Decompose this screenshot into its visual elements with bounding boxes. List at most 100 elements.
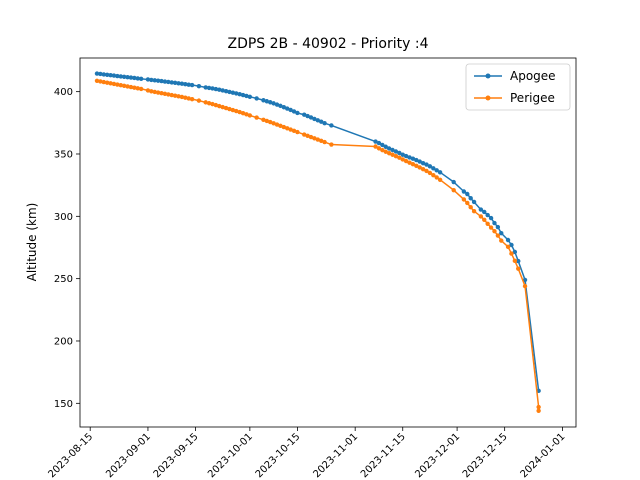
data-point-apogee [492,220,497,226]
data-point-apogee [271,101,276,106]
data-point-perigee [152,89,157,95]
data-point-apogee [213,86,219,92]
data-point-apogee [183,81,188,87]
data-point-perigee [380,147,385,153]
data-point-apogee [104,72,110,78]
data-point-apogee [437,170,443,175]
data-point-perigee [268,119,273,125]
data-point-apogee [329,123,334,128]
data-point-perigee [482,217,487,223]
data-point-apogee [230,90,236,95]
data-point-perigee [451,187,456,193]
data-point-perigee [424,168,429,174]
data-point-perigee [386,151,392,156]
data-point-apogee [410,156,416,161]
data-point-apogee [274,102,280,107]
data-point-perigee [128,84,134,90]
plot-frame [79,57,577,428]
data-point-apogee [485,212,490,218]
data-point-apogee [516,258,521,264]
data-point-perigee [240,111,246,116]
data-point-perigee [281,124,287,130]
data-point-apogee [397,150,402,156]
data-point-perigee [315,137,321,142]
data-point-apogee [278,103,283,109]
data-point-perigee [94,78,100,84]
data-point-apogee [427,164,433,169]
data-point-perigee [471,209,477,214]
data-point-apogee [471,199,477,205]
data-point-perigee [247,113,253,118]
data-point-perigee [118,82,123,88]
data-point-perigee [319,138,324,143]
data-point-perigee [397,155,402,160]
data-point-perigee [291,128,297,133]
data-point-apogee [172,80,178,86]
data-point-perigee [108,81,113,86]
data-point-perigee [499,238,504,243]
data-point-apogee [220,88,225,93]
data-point-perigee [400,157,405,162]
data-point-perigee [261,117,266,123]
y-axis-label: Altitude (km) [25,203,39,282]
data-point-apogee [434,168,439,173]
data-point-apogee [482,209,487,215]
data-point-apogee [281,105,287,110]
data-point-perigee [101,79,106,85]
data-point-perigee [223,105,229,111]
data-point-perigee [237,109,242,115]
data-point-perigee [213,102,219,108]
data-point-apogee [431,166,436,171]
data-point-perigee [485,221,490,226]
data-point-apogee [223,88,229,94]
data-point-apogee [244,93,249,99]
y-tick-label: 400 [54,87,73,98]
data-point-perigee [414,163,419,169]
legend-marker-perigee [485,95,491,101]
data-point-perigee [121,83,127,89]
data-point-apogee [179,81,185,86]
legend: Apogee Perigee [465,63,571,111]
legend-marker-apogee [485,73,491,79]
data-point-apogee [162,79,168,84]
data-point-perigee [376,146,382,151]
data-point-apogee [403,153,409,159]
data-point-perigee [308,134,314,140]
data-point-apogee [206,85,212,91]
data-point-perigee [312,136,317,141]
data-point-perigee [295,129,300,135]
data-point-perigee [244,112,249,117]
data-point-perigee [285,126,290,131]
data-point-perigee [111,81,117,87]
data-point-perigee [434,175,439,180]
data-point-perigee [512,258,518,264]
data-point-perigee [407,160,412,165]
data-point-apogee [315,118,321,123]
data-point-apogee [237,91,242,97]
data-point-apogee [268,100,273,105]
data-point-perigee [138,86,144,92]
data-point-apogee [121,74,127,80]
data-point-perigee [302,132,307,137]
data-point-perigee [403,158,409,164]
legend-entry-perigee: Perigee [474,91,555,105]
data-point-apogee [383,144,388,149]
data-point-apogee [505,237,511,243]
data-point-perigee [166,92,171,97]
data-point-apogee [128,75,134,80]
data-point-perigee [488,225,494,230]
data-point-perigee [536,408,541,413]
data-point-apogee [264,99,270,104]
data-point-apogee [288,107,293,113]
data-point-apogee [495,224,501,230]
data-point-apogee [152,78,157,83]
legend-label-apogee: Apogee [510,69,556,83]
data-point-apogee [499,230,504,236]
data-point-perigee [516,266,521,271]
data-point-apogee [509,242,514,248]
data-point-apogee [145,77,151,82]
data-point-apogee [108,73,113,78]
data-point-perigee [98,79,103,84]
data-point-apogee [302,112,307,117]
data-point-apogee [386,146,392,151]
